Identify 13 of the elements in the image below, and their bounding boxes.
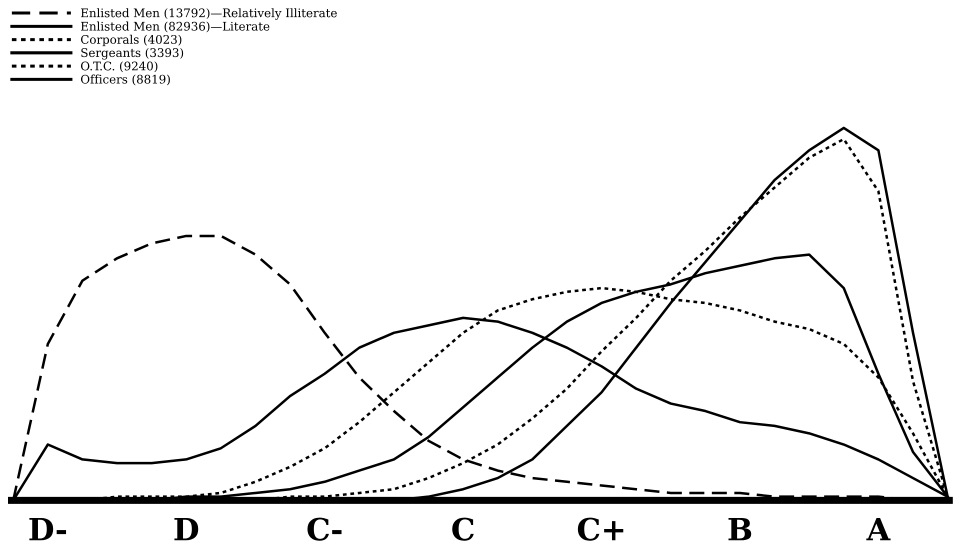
legend-label: Enlisted Men (13792)—Relatively Illiterate — [80, 8, 337, 20]
legend-label: Enlisted Men (82936)—Literate — [80, 22, 270, 32]
legend-label: O.T.C. (9240) — [81, 61, 158, 72]
x-tick-label: A — [866, 518, 891, 540]
x-tick-label: B — [728, 518, 752, 540]
legend-label: Corporals (4023) — [81, 34, 182, 46]
x-tick-label: C — [452, 518, 474, 541]
x-tick-label: D- — [29, 518, 66, 540]
legend-label: Sergeants (3393) — [81, 48, 184, 60]
x-tick-label: C- — [307, 518, 342, 541]
x-tick-label: D — [174, 518, 198, 540]
x-tick-label: C+ — [578, 518, 624, 541]
legend-label: Officers (8819) — [81, 74, 170, 86]
